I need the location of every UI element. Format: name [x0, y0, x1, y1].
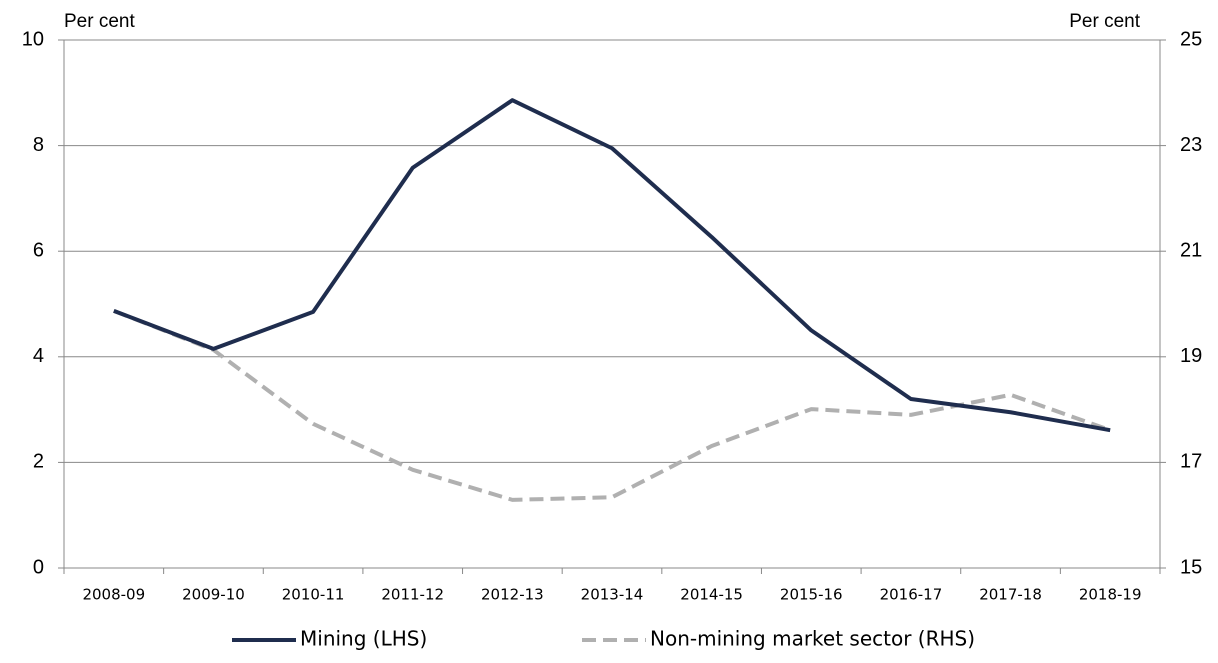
- x-tick-label: 2012-13: [481, 586, 544, 604]
- y2-tick-label: 25: [1180, 28, 1202, 50]
- series-line: [113, 98, 1111, 433]
- series-line: [113, 309, 1111, 502]
- y2-tick-label: 23: [1180, 134, 1202, 156]
- y-axis-label: Per cent: [64, 11, 135, 32]
- y-tick-label: 10: [22, 28, 44, 50]
- y2-tick-label: 15: [1180, 556, 1202, 578]
- x-tick-label: 2008-09: [82, 586, 145, 604]
- y2-axis-label: Per cent: [1069, 11, 1140, 32]
- y-tick-label: 8: [33, 134, 44, 156]
- y-tick-label: 2: [33, 451, 44, 473]
- x-tick-label: 2017-18: [979, 586, 1042, 604]
- y-tick-label: 0: [33, 556, 44, 578]
- y2-tick-label: 21: [1180, 239, 1202, 261]
- y2-tick-label: 19: [1180, 345, 1202, 367]
- y2-tick-label: 17: [1180, 451, 1202, 473]
- x-tick-label: 2015-16: [780, 586, 843, 604]
- x-tick-label: 2013-14: [581, 586, 644, 604]
- x-tick-label: 2016-17: [880, 586, 943, 604]
- legend-label: Non-mining market sector (RHS): [650, 627, 975, 651]
- x-tick-label: 2011-12: [381, 586, 444, 604]
- y-tick-label: 6: [33, 239, 44, 261]
- legend-label: Mining (LHS): [300, 627, 427, 651]
- x-tick-label: 2009-10: [182, 586, 245, 604]
- x-tick-label: 2018-19: [1079, 586, 1142, 604]
- x-tick-label: 2014-15: [680, 586, 743, 604]
- y-tick-label: 4: [33, 345, 44, 367]
- x-tick-label: 2010-11: [282, 586, 345, 604]
